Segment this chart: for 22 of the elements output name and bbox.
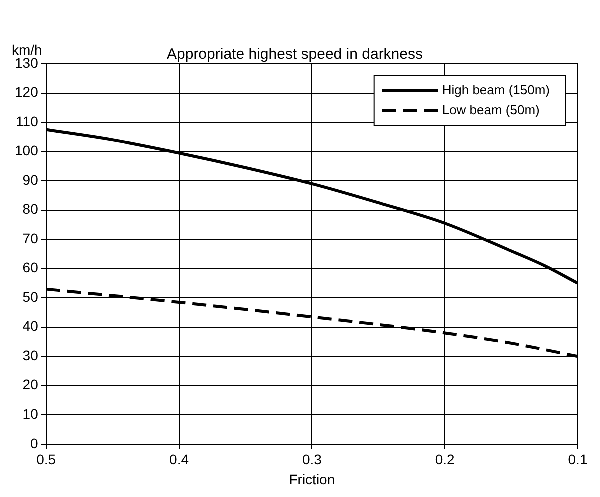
x-tick-label: 0.2: [435, 452, 456, 468]
x-axis-title: Friction: [289, 471, 336, 488]
x-tick-label: 0.5: [36, 452, 56, 468]
y-tick-label: 120: [15, 84, 39, 100]
x-tick-label: 0.1: [568, 452, 588, 468]
y-tick-label: 30: [22, 347, 39, 364]
chart-title: Appropriate highest speed in darkness: [167, 46, 423, 64]
y-tick-label: 100: [15, 142, 39, 159]
y-tick-label: 10: [22, 406, 39, 422]
y-tick-label: 110: [16, 113, 39, 130]
legend-label: High beam (150m): [442, 82, 550, 98]
y-tick-label: 40: [22, 318, 39, 334]
y-tick-label: 70: [22, 230, 39, 246]
x-tick-label: 0.4: [170, 452, 190, 468]
y-tick-label: 60: [22, 260, 39, 276]
y-tick-label: 20: [22, 376, 39, 393]
y-tick-label: 50: [22, 288, 39, 305]
y-tick-label: 0: [30, 435, 39, 452]
y-tick-label: 90: [22, 172, 39, 188]
legend-label: Low beam (50m): [442, 102, 540, 118]
x-tick-label: 0.3: [302, 452, 322, 468]
y-tick-label: 80: [22, 201, 39, 218]
